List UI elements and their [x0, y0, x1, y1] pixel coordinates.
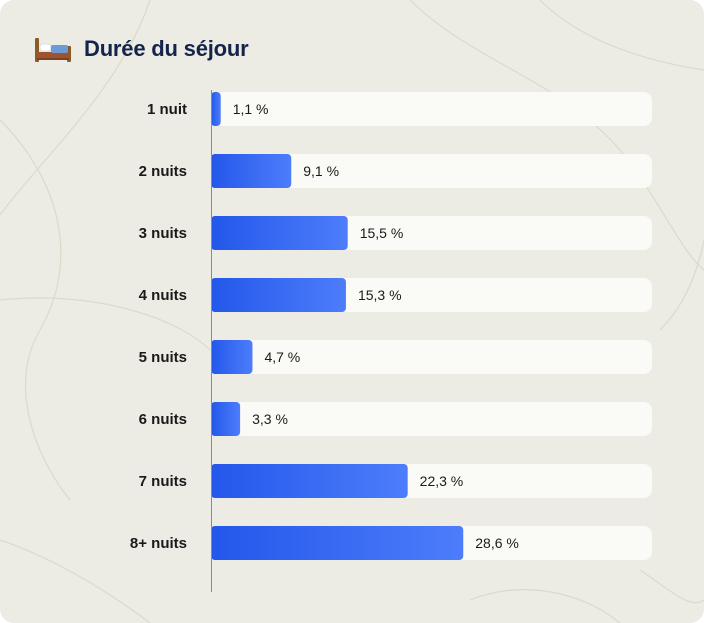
category-label: 4 nuits — [139, 287, 187, 304]
bar — [211, 92, 221, 126]
bar-track — [211, 340, 652, 374]
value-label: 9,1 % — [303, 163, 339, 179]
bar — [211, 340, 253, 374]
value-label: 15,3 % — [358, 287, 402, 303]
bar — [211, 216, 348, 250]
bar — [211, 526, 464, 560]
bar-track — [211, 92, 652, 126]
value-label: 22,3 % — [420, 473, 464, 489]
value-label: 4,7 % — [264, 349, 300, 365]
category-label: 2 nuits — [139, 163, 187, 180]
bar-track — [211, 154, 652, 188]
category-label: 1 nuit — [147, 101, 187, 118]
value-label: 15,5 % — [360, 225, 404, 241]
value-label: 28,6 % — [475, 535, 519, 551]
value-label: 3,3 % — [252, 411, 288, 427]
chart-header: Durée du séjour — [34, 34, 249, 64]
bar — [211, 278, 346, 312]
category-label: 7 nuits — [139, 473, 187, 490]
bar — [211, 464, 408, 498]
bed-icon — [35, 38, 71, 62]
category-label: 8+ nuits — [130, 535, 187, 552]
bar-track — [211, 402, 652, 436]
value-label: 1,1 % — [233, 101, 269, 117]
chart-title: Durée du séjour — [84, 36, 249, 61]
bar — [211, 402, 241, 436]
category-label: 5 nuits — [139, 349, 187, 366]
category-label: 6 nuits — [139, 411, 187, 428]
category-label: 3 nuits — [139, 225, 187, 242]
bar — [211, 154, 292, 188]
